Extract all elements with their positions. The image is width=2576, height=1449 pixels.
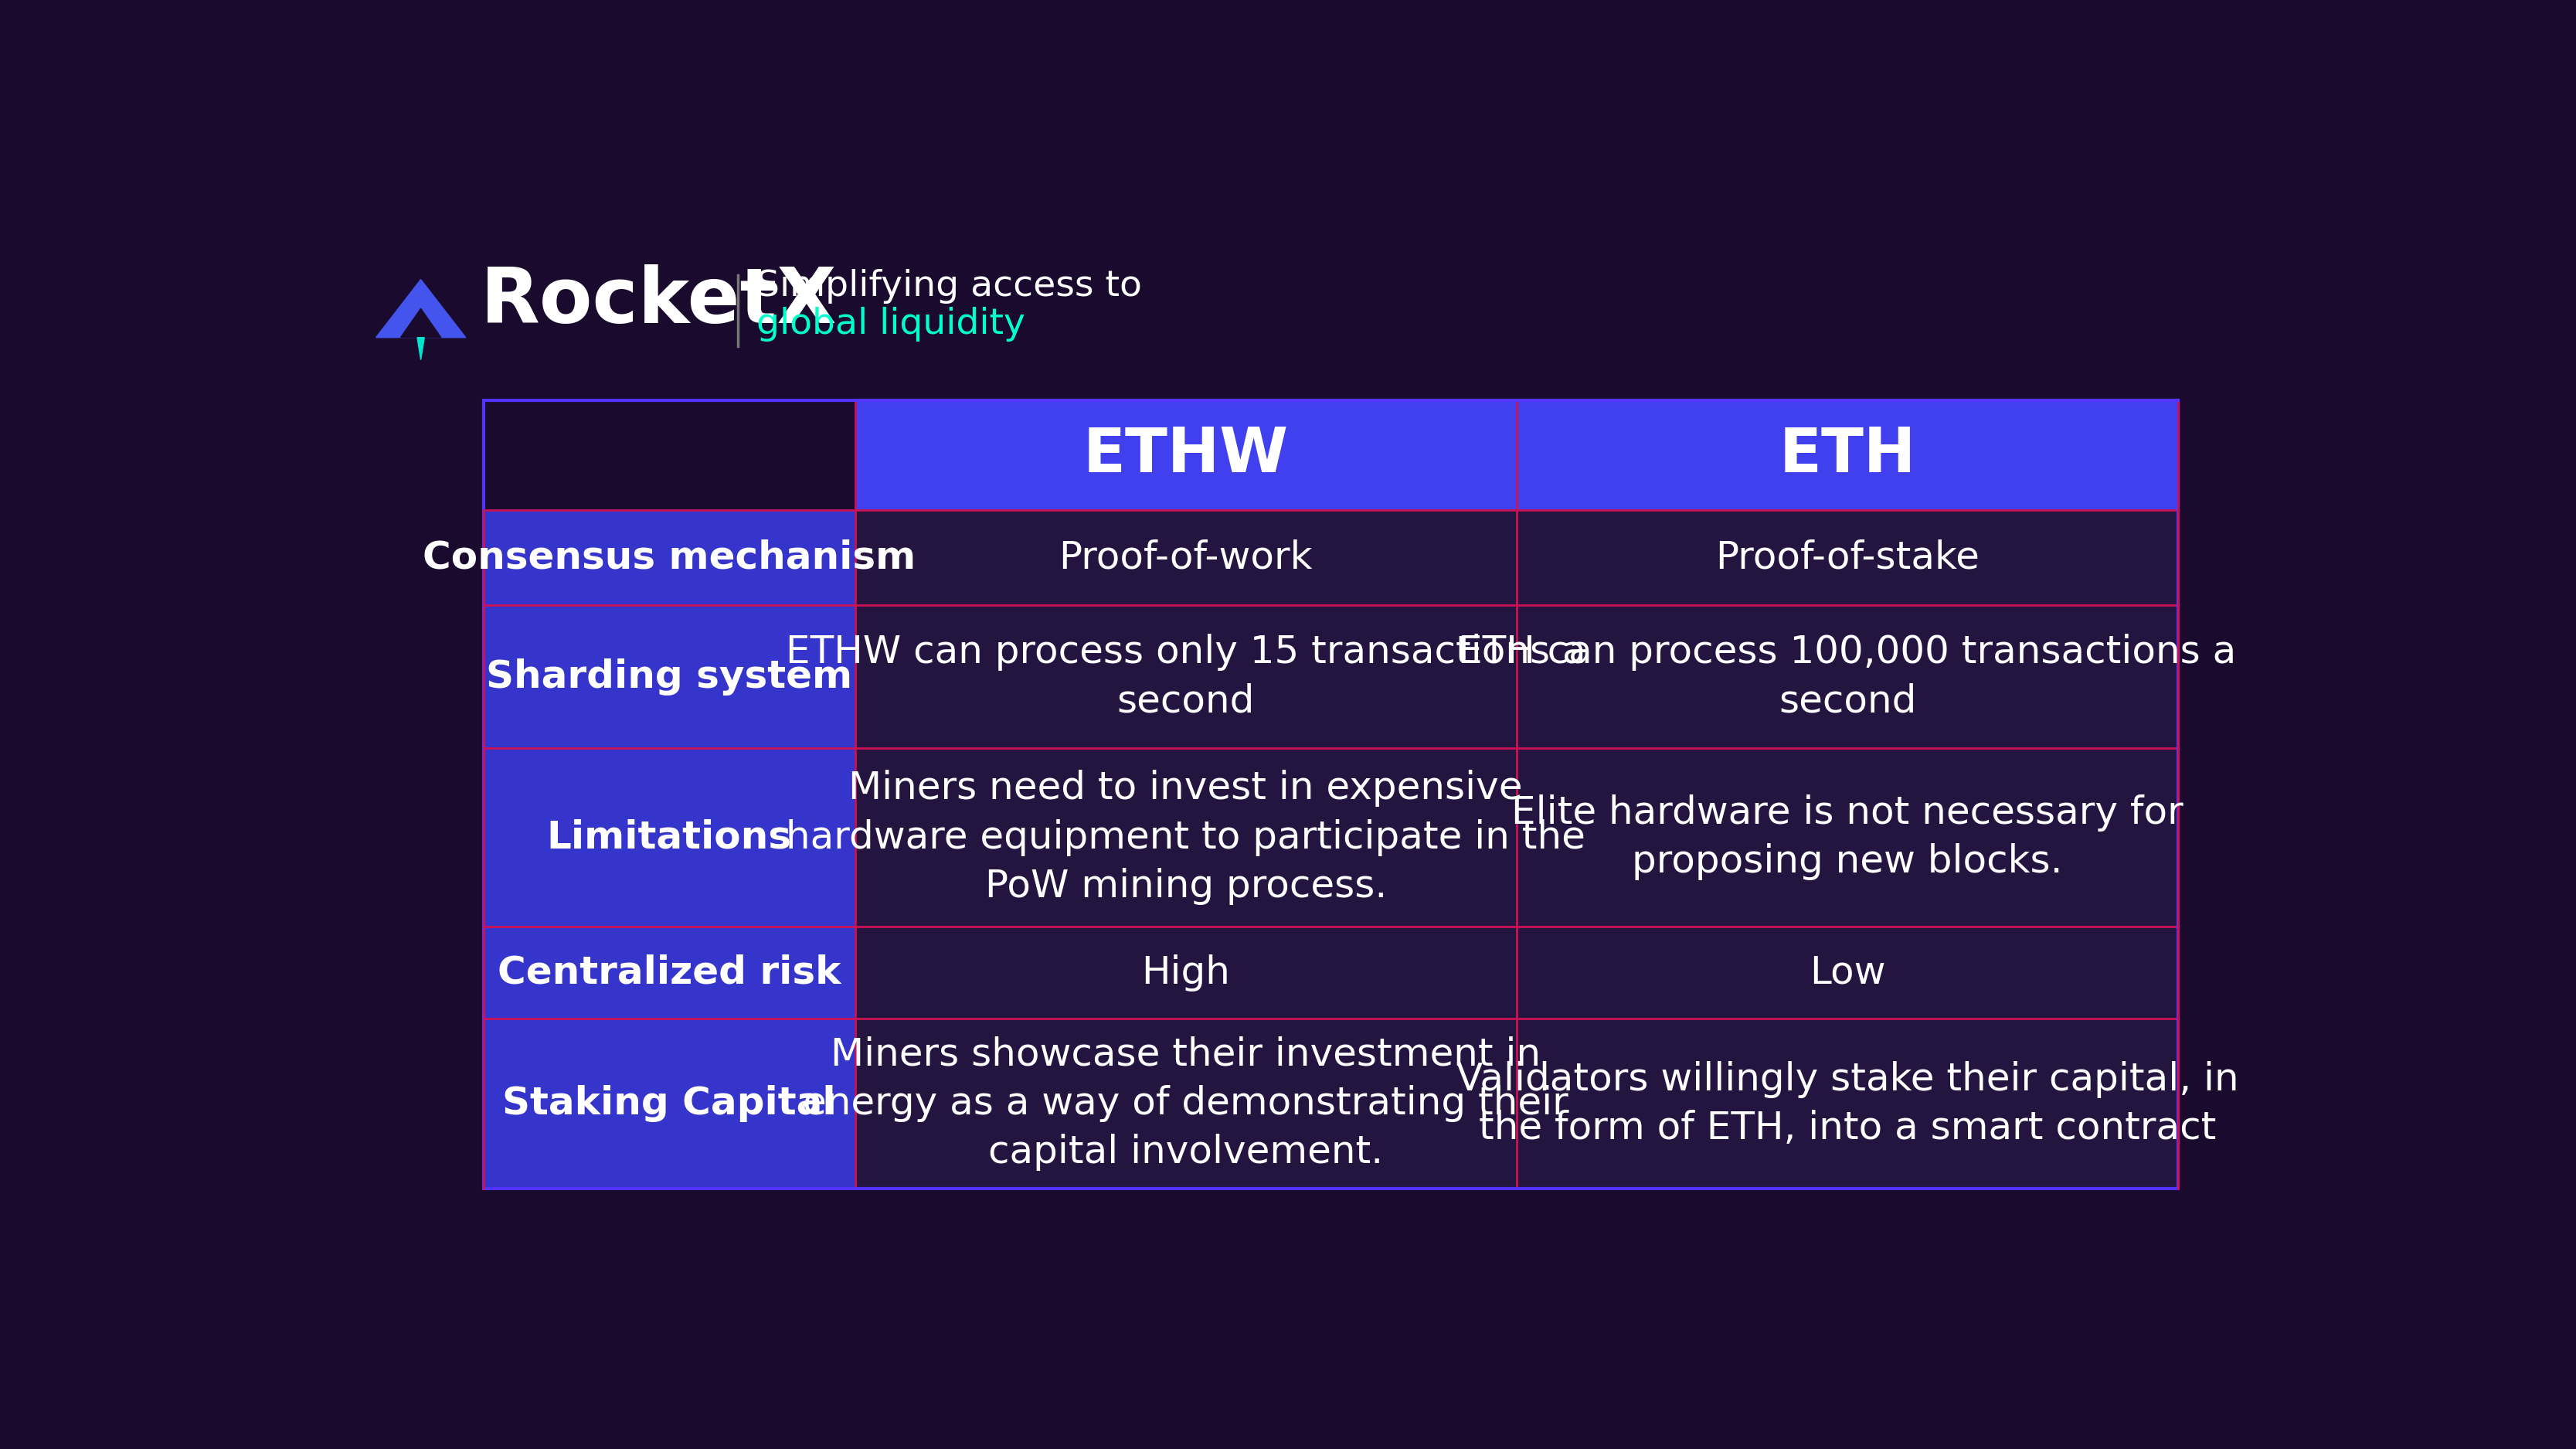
Text: Elite hardware is not necessary for
proposing new blocks.: Elite hardware is not necessary for prop… (1512, 794, 2184, 881)
Bar (1517, 400, 2179, 510)
Text: Proof-of-work: Proof-of-work (1059, 539, 1314, 577)
Polygon shape (402, 309, 440, 338)
Bar (1517, 748, 2179, 926)
Bar (855, 510, 1517, 606)
Text: Centralized risk: Centralized risk (497, 955, 840, 991)
Text: Simplifying access to: Simplifying access to (757, 270, 1141, 304)
Bar (484, 1019, 855, 1188)
Bar (855, 926, 1517, 1019)
Text: Limitations: Limitations (546, 819, 791, 856)
Text: Miners need to invest in expensive
hardware equipment to participate in the
PoW : Miners need to invest in expensive hardw… (786, 769, 1587, 904)
Text: High: High (1141, 955, 1231, 991)
Text: Staking Capital: Staking Capital (502, 1085, 837, 1122)
Bar (1517, 1019, 2179, 1188)
Text: global liquidity: global liquidity (757, 307, 1025, 342)
Bar (855, 606, 1517, 748)
Text: Miners showcase their investment in
energy as a way of demonstrating their
capit: Miners showcase their investment in ener… (804, 1036, 1569, 1171)
Text: Validators willingly stake their capital, in
the form of ETH, into a smart contr: Validators willingly stake their capital… (1455, 1061, 2239, 1146)
Text: Consensus mechanism: Consensus mechanism (422, 539, 917, 577)
Bar (484, 926, 855, 1019)
Text: Low: Low (1808, 955, 1886, 991)
Bar (484, 510, 855, 606)
Text: Sharding system: Sharding system (487, 658, 853, 696)
Text: Proof-of-stake: Proof-of-stake (1716, 539, 1978, 577)
Bar (1517, 926, 2179, 1019)
Bar (1517, 510, 2179, 606)
Text: ETHW can process only 15 transactions a
second: ETHW can process only 15 transactions a … (786, 633, 1587, 720)
Text: RocketX: RocketX (482, 264, 837, 339)
Bar (855, 1019, 1517, 1188)
Bar (1517, 606, 2179, 748)
Text: ETHW: ETHW (1082, 425, 1288, 485)
Bar (484, 606, 855, 748)
Polygon shape (376, 280, 466, 338)
Bar (855, 748, 1517, 926)
Text: ETH can process 100,000 transactions a
second: ETH can process 100,000 transactions a s… (1458, 633, 2236, 720)
Bar (484, 748, 855, 926)
Text: ETH: ETH (1780, 425, 1917, 485)
Polygon shape (417, 338, 425, 359)
Bar (855, 400, 1517, 510)
